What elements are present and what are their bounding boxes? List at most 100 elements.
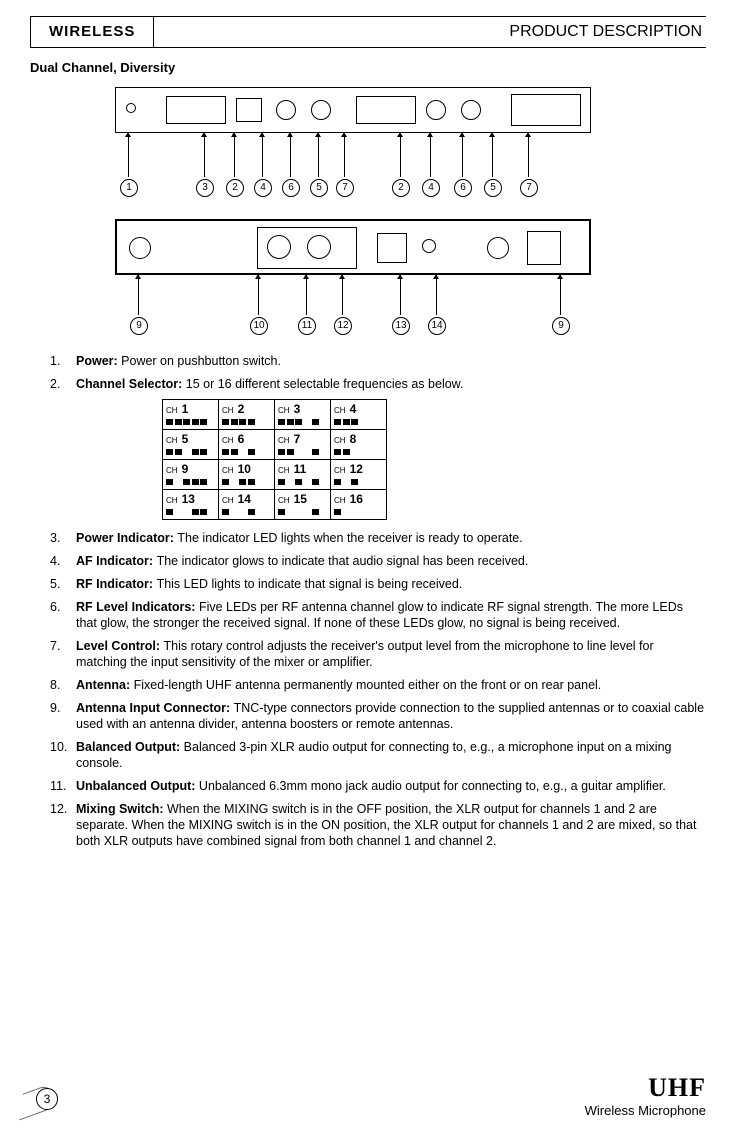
channel-cell: CH13 xyxy=(163,490,219,520)
item-text: The indicator LED lights when the receiv… xyxy=(177,531,522,545)
channel-cell: CH2 xyxy=(219,400,275,430)
item-number: 3. xyxy=(50,530,76,546)
channel-cell: CH5 xyxy=(163,430,219,460)
description-item: 2.Channel Selector: 15 or 16 different s… xyxy=(50,376,706,392)
item-body: Channel Selector: 15 or 16 different sel… xyxy=(76,376,706,392)
description-item: 1.Power: Power on pushbutton switch. xyxy=(50,353,706,369)
callout-3: 3 xyxy=(196,179,214,197)
page-footer: 3 UHF Wireless Microphone xyxy=(30,1073,706,1118)
channel-cell: CH12 xyxy=(331,460,387,490)
item-body: Balanced Output: Balanced 3-pin XLR audi… xyxy=(76,739,706,771)
item-number: 4. xyxy=(50,553,76,569)
channel-cell: CH15 xyxy=(275,490,331,520)
page-number-badge: 3 xyxy=(30,1088,60,1118)
uhf-logo: UHF xyxy=(585,1073,706,1103)
item-body: RF Level Indicators: Five LEDs per RF an… xyxy=(76,599,706,631)
channel-cell: CH16 xyxy=(331,490,387,520)
description-item: 10.Balanced Output: Balanced 3-pin XLR a… xyxy=(50,739,706,771)
item-text: When the MIXING switch is in the OFF pos… xyxy=(76,802,696,848)
description-item: 9.Antenna Input Connector: TNC-type conn… xyxy=(50,700,706,732)
header-tab: WIRELESS xyxy=(30,16,154,47)
callout-9: 9 xyxy=(130,317,148,335)
item-number: 8. xyxy=(50,677,76,693)
item-number: 11. xyxy=(50,778,76,794)
item-body: Antenna: Fixed-length UHF antenna perman… xyxy=(76,677,706,693)
item-text: Fixed-length UHF antenna permanently mou… xyxy=(134,678,602,692)
page-header: WIRELESS PRODUCT DESCRIPTION xyxy=(30,16,706,48)
item-body: Power: Power on pushbutton switch. xyxy=(76,353,706,369)
item-label: Antenna: xyxy=(76,678,134,692)
item-label: Mixing Switch: xyxy=(76,802,167,816)
item-number: 1. xyxy=(50,353,76,369)
item-number: 2. xyxy=(50,376,76,392)
item-number: 5. xyxy=(50,576,76,592)
item-body: Antenna Input Connector: TNC-type connec… xyxy=(76,700,706,732)
front-panel xyxy=(115,87,591,133)
item-body: Power Indicator: The indicator LED light… xyxy=(76,530,706,546)
item-text: This LED lights to indicate that signal … xyxy=(157,577,463,591)
callout-6b: 6 xyxy=(454,179,472,197)
item-number: 9. xyxy=(50,700,76,732)
item-label: Antenna Input Connector: xyxy=(76,701,234,715)
item-text: The indicator glows to indicate that aud… xyxy=(157,554,529,568)
channel-cell: CH9 xyxy=(163,460,219,490)
item-text: 15 or 16 different selectable frequencie… xyxy=(186,377,464,391)
channel-cell: CH7 xyxy=(275,430,331,460)
channel-cell: CH1 xyxy=(163,400,219,430)
channel-cell: CH6 xyxy=(219,430,275,460)
description-item: 7.Level Control: This rotary control adj… xyxy=(50,638,706,670)
description-item: 6.RF Level Indicators: Five LEDs per RF … xyxy=(50,599,706,631)
callout-12: 12 xyxy=(334,317,352,335)
channel-table: CH1CH2CH3CH4CH5CH6CH7CH8CH9CH10CH11CH12C… xyxy=(50,399,706,520)
description-item: 8.Antenna: Fixed-length UHF antenna perm… xyxy=(50,677,706,693)
item-number: 7. xyxy=(50,638,76,670)
callout-2: 2 xyxy=(226,179,244,197)
callout-11: 11 xyxy=(298,317,316,335)
channel-cell: CH3 xyxy=(275,400,331,430)
description-item: 12.Mixing Switch: When the MIXING switch… xyxy=(50,801,706,849)
item-body: AF Indicator: The indicator glows to ind… xyxy=(76,553,706,569)
callout-10: 10 xyxy=(250,317,268,335)
callout-5b: 5 xyxy=(484,179,502,197)
channel-cell: CH10 xyxy=(219,460,275,490)
callout-4: 4 xyxy=(254,179,272,197)
channel-cell: CH14 xyxy=(219,490,275,520)
item-label: Power: xyxy=(76,354,121,368)
item-number: 10. xyxy=(50,739,76,771)
subheading: Dual Channel, Diversity xyxy=(30,60,706,75)
rear-panel xyxy=(115,219,591,275)
callout-14: 14 xyxy=(428,317,446,335)
callout-6: 6 xyxy=(282,179,300,197)
device-diagram: 1 3 2 4 6 5 7 2 4 6 5 7 9 10 11 12 13 14… xyxy=(30,87,706,347)
item-number: 6. xyxy=(50,599,76,631)
description-item: 11.Unbalanced Output: Unbalanced 6.3mm m… xyxy=(50,778,706,794)
footer-tagline: Wireless Microphone xyxy=(585,1103,706,1118)
callout-2b: 2 xyxy=(392,179,410,197)
item-body: Unbalanced Output: Unbalanced 6.3mm mono… xyxy=(76,778,706,794)
callout-7: 7 xyxy=(336,179,354,197)
page-number: 3 xyxy=(36,1088,58,1110)
item-label: RF Level Indicators: xyxy=(76,600,199,614)
callout-13: 13 xyxy=(392,317,410,335)
callout-4b: 4 xyxy=(422,179,440,197)
callout-9b: 9 xyxy=(552,317,570,335)
item-label: Level Control: xyxy=(76,639,164,653)
item-text: Unbalanced 6.3mm mono jack audio output … xyxy=(199,779,666,793)
description-item: 5.RF Indicator: This LED lights to indic… xyxy=(50,576,706,592)
description-list: 1.Power: Power on pushbutton switch.2.Ch… xyxy=(30,353,706,849)
item-label: Power Indicator: xyxy=(76,531,177,545)
description-item: 3.Power Indicator: The indicator LED lig… xyxy=(50,530,706,546)
channel-cell: CH11 xyxy=(275,460,331,490)
item-body: Level Control: This rotary control adjus… xyxy=(76,638,706,670)
item-label: Balanced Output: xyxy=(76,740,184,754)
item-label: Unbalanced Output: xyxy=(76,779,199,793)
channel-cell: CH4 xyxy=(331,400,387,430)
item-body: RF Indicator: This LED lights to indicat… xyxy=(76,576,706,592)
item-text: Power on pushbutton switch. xyxy=(121,354,281,368)
header-title: PRODUCT DESCRIPTION xyxy=(154,16,706,47)
description-item: 4.AF Indicator: The indicator glows to i… xyxy=(50,553,706,569)
item-body: Mixing Switch: When the MIXING switch is… xyxy=(76,801,706,849)
callout-7b: 7 xyxy=(520,179,538,197)
item-label: RF Indicator: xyxy=(76,577,157,591)
callout-5: 5 xyxy=(310,179,328,197)
